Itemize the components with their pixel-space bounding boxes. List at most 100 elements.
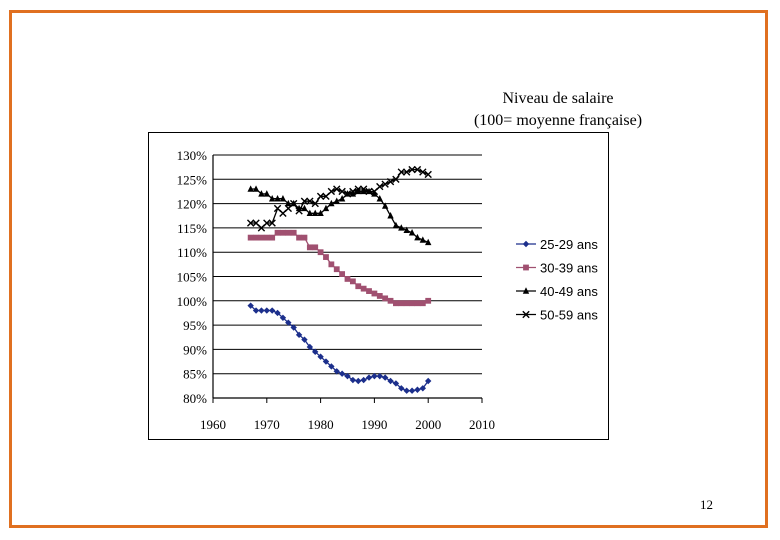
data-point-40-49-ans bbox=[414, 233, 421, 241]
data-point-40-49-ans bbox=[425, 238, 432, 246]
y-tick-label: 125% bbox=[177, 172, 208, 187]
series-line-25-29-ans bbox=[250, 305, 429, 392]
data-point-50-59-ans bbox=[376, 182, 384, 191]
data-point-50-59-ans bbox=[354, 185, 362, 193]
legend-label-30-39-ans: 30-39 ans bbox=[540, 261, 598, 276]
data-point-30-39-ans bbox=[306, 244, 313, 251]
data-point-40-49-ans bbox=[371, 190, 378, 197]
data-point-40-49-ans bbox=[322, 204, 330, 212]
data-point-40-49-ans bbox=[333, 197, 340, 204]
data-point-30-39-ans bbox=[382, 295, 389, 302]
data-point-30-39-ans bbox=[312, 244, 319, 251]
data-point-25-29-ans bbox=[360, 376, 367, 384]
data-point-25-29-ans bbox=[290, 324, 297, 331]
data-point-50-59-ans bbox=[300, 197, 309, 205]
data-point-25-29-ans bbox=[317, 353, 324, 360]
data-point-50-59-ans bbox=[290, 199, 298, 208]
data-point-30-39-ans bbox=[419, 300, 426, 307]
data-point-25-29-ans bbox=[344, 372, 351, 380]
data-point-50-59-ans bbox=[424, 170, 432, 179]
data-point-40-49-ans bbox=[376, 195, 383, 202]
data-point-25-29-ans bbox=[322, 358, 330, 365]
data-point-50-59-ans bbox=[402, 168, 411, 176]
data-point-50-59-ans bbox=[413, 165, 422, 174]
data-point-50-59-ans bbox=[268, 219, 276, 227]
data-point-50-59-ans bbox=[381, 180, 389, 188]
data-point-50-59-ans bbox=[392, 175, 400, 183]
data-point-40-49-ans bbox=[387, 212, 394, 219]
data-point-40-49-ans bbox=[317, 209, 324, 217]
data-point-25-29-ans bbox=[328, 363, 335, 370]
y-tick-label: 115% bbox=[177, 221, 207, 236]
data-point-40-49-ans bbox=[392, 221, 400, 229]
data-point-40-49-ans bbox=[312, 209, 319, 217]
data-point-25-29-ans bbox=[419, 385, 427, 392]
data-point-30-39-ans bbox=[301, 234, 308, 241]
legend-label-40-49-ans: 40-49 ans bbox=[540, 284, 598, 299]
data-point-25-29-ans bbox=[274, 309, 281, 317]
data-point-30-39-ans bbox=[285, 229, 292, 236]
data-point-30-39-ans bbox=[387, 297, 394, 304]
data-point-50-59-ans bbox=[316, 192, 325, 201]
y-tick-label: 100% bbox=[177, 294, 208, 309]
data-point-40-49-ans bbox=[279, 195, 287, 202]
y-tick-label: 80% bbox=[183, 391, 207, 406]
chart-subtitle: (100= moyenne française) bbox=[473, 112, 643, 129]
data-point-25-29-ans bbox=[387, 377, 394, 385]
data-point-30-39-ans bbox=[328, 261, 335, 268]
data-point-50-59-ans bbox=[333, 185, 341, 193]
data-point-25-29-ans bbox=[371, 372, 378, 380]
data-point-40-49-ans bbox=[252, 185, 260, 192]
data-point-25-29-ans bbox=[381, 374, 389, 381]
data-point-30-39-ans bbox=[360, 285, 367, 292]
data-point-25-29-ans bbox=[365, 374, 373, 381]
data-point-30-39-ans bbox=[398, 300, 405, 307]
data-point-30-39-ans bbox=[403, 300, 410, 307]
data-point-25-29-ans bbox=[301, 336, 308, 343]
data-point-40-49-ans bbox=[403, 226, 410, 234]
data-point-30-39-ans bbox=[274, 229, 281, 236]
x-tick-label: 1980 bbox=[308, 417, 334, 432]
x-tick-label: 2000 bbox=[415, 417, 441, 432]
data-point-30-39-ans bbox=[263, 234, 270, 241]
data-point-25-29-ans bbox=[355, 377, 362, 385]
data-point-50-59-ans bbox=[338, 187, 346, 196]
data-point-40-49-ans bbox=[408, 229, 416, 236]
data-point-30-39-ans bbox=[333, 266, 340, 273]
legend-marker-30-39-ans bbox=[523, 264, 529, 271]
data-point-25-29-ans bbox=[392, 380, 400, 387]
data-point-30-39-ans bbox=[258, 234, 265, 241]
data-point-30-39-ans bbox=[280, 229, 286, 236]
data-point-25-29-ans bbox=[333, 368, 340, 375]
data-point-30-39-ans bbox=[371, 290, 378, 297]
y-tick-label: 90% bbox=[183, 342, 207, 357]
data-point-30-39-ans bbox=[393, 300, 399, 307]
chart-area: 80% 85% 90% 95% 100% 105% 110% 115% 120% 125% 130%… bbox=[148, 132, 609, 440]
data-point-40-49-ans bbox=[301, 204, 308, 212]
legend-label-25-29-ans: 25-29 ans bbox=[540, 237, 598, 252]
y-tick-label: 130% bbox=[177, 148, 208, 163]
data-point-25-29-ans bbox=[268, 307, 276, 314]
data-point-50-59-ans bbox=[397, 168, 405, 176]
data-point-50-59-ans bbox=[359, 185, 368, 193]
data-point-30-39-ans bbox=[269, 234, 276, 241]
data-point-50-59-ans bbox=[311, 199, 319, 208]
data-point-50-59-ans bbox=[386, 178, 395, 186]
chart-title: Niveau de salaire bbox=[502, 90, 614, 107]
data-point-30-39-ans bbox=[253, 234, 259, 241]
y-tick-label: 105% bbox=[177, 270, 208, 285]
data-point-30-39-ans bbox=[323, 254, 329, 260]
data-point-40-49-ans bbox=[268, 195, 276, 202]
data-point-30-39-ans bbox=[414, 300, 421, 307]
data-point-30-39-ans bbox=[296, 234, 302, 241]
data-point-25-29-ans bbox=[312, 348, 319, 356]
page-number: 12 bbox=[700, 497, 713, 512]
legend-label-50-59-ans: 50-59 ans bbox=[540, 308, 598, 323]
series-line-40-49-ans bbox=[250, 188, 429, 244]
x-tick-label: 1990 bbox=[361, 417, 387, 432]
data-point-25-29-ans bbox=[414, 386, 421, 393]
data-point-30-39-ans bbox=[247, 234, 254, 241]
x-tick-label: 1970 bbox=[254, 417, 280, 432]
data-point-25-29-ans bbox=[252, 307, 260, 314]
data-point-25-29-ans bbox=[258, 307, 265, 314]
